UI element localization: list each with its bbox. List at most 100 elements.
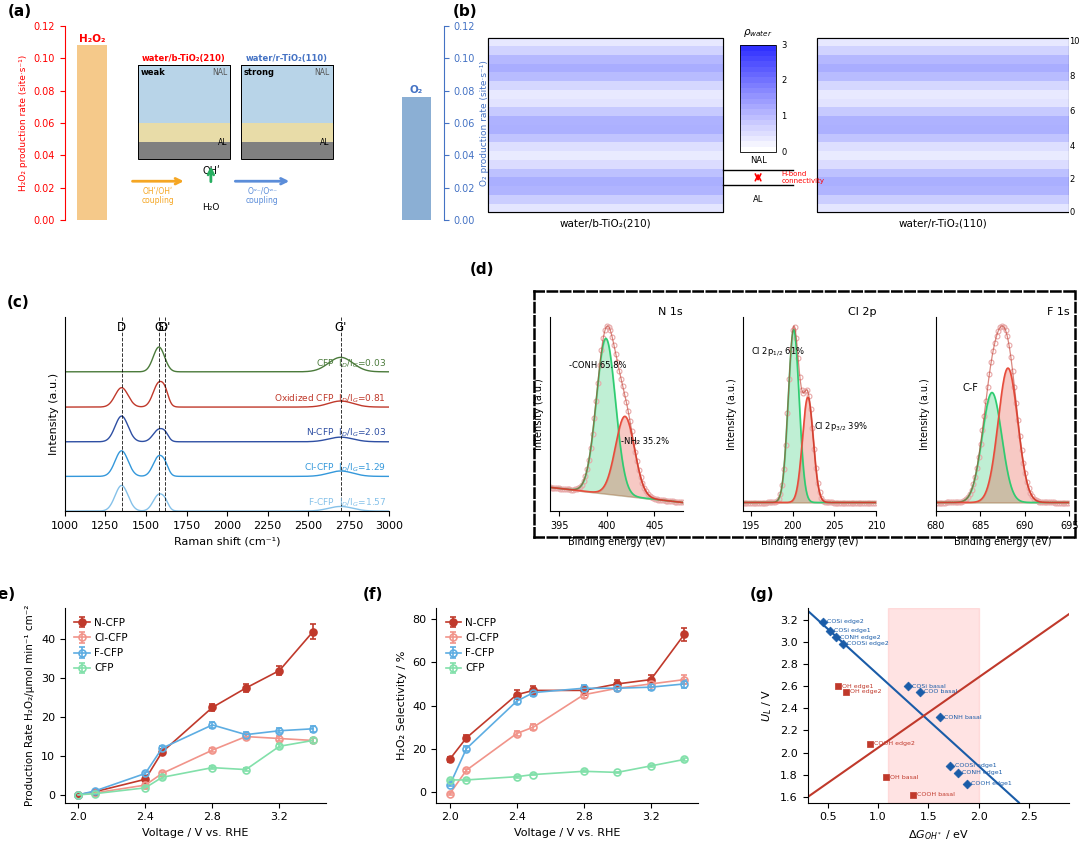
Bar [488,98,723,108]
Text: G: G [154,322,163,335]
Bar [816,178,1069,186]
Bar [741,98,775,104]
Text: 8: 8 [1069,72,1075,81]
Text: water/r-TiO₂(110): water/r-TiO₂(110) [899,218,987,228]
Bar [816,47,1069,55]
Bar [488,125,723,134]
Bar [741,93,775,98]
Text: COSi basal: COSi basal [913,683,946,689]
Text: -CONH 65.8%: -CONH 65.8% [569,361,626,370]
Bar [138,65,230,159]
Text: COOSi edge1: COOSi edge1 [955,764,996,768]
Bar [816,117,1069,125]
Text: D': D' [159,322,172,335]
Text: NAL: NAL [212,67,227,77]
Text: 0: 0 [1069,208,1075,217]
Text: -NH₂ 35.2%: -NH₂ 35.2% [621,437,670,446]
Text: 6: 6 [1069,107,1075,116]
Bar [816,81,1069,90]
Text: OHʹ: OHʹ [202,167,219,176]
Text: 0: 0 [782,148,787,156]
Text: F-CFP  I$_D$/I$_G$=1.57: F-CFP I$_D$/I$_G$=1.57 [308,496,387,508]
Bar [488,178,723,186]
Text: Cl-CFP  I$_D$/I$_G$=1.29: Cl-CFP I$_D$/I$_G$=1.29 [305,462,387,474]
Bar [488,134,723,142]
Bar [741,56,775,61]
Text: N-CFP  I$_D$/I$_G$=2.03: N-CFP I$_D$/I$_G$=2.03 [306,426,387,439]
Text: COSi edge2: COSi edge2 [827,620,864,624]
Bar [488,108,723,117]
Text: G': G' [335,322,347,335]
Y-axis label: Intensity (a.u.): Intensity (a.u.) [50,373,59,456]
Bar [816,108,1069,117]
Y-axis label: Production Rate H₂O₂/μmol min⁻¹ cm⁻²: Production Rate H₂O₂/μmol min⁻¹ cm⁻² [26,605,36,806]
Text: water/b-TiO₂(210): water/b-TiO₂(210) [141,54,226,64]
Bar [488,195,723,204]
Text: (g): (g) [751,587,774,602]
Text: Cl 2p$_{3/2}$ 39%: Cl 2p$_{3/2}$ 39% [813,420,867,433]
Text: (c): (c) [6,295,29,311]
Bar [741,46,775,51]
Point [912,684,929,698]
Bar [488,81,723,90]
Bar [816,134,1069,142]
Bar [488,142,723,151]
Bar [488,37,723,212]
Bar [741,115,775,120]
X-axis label: Voltage / V vs. RHE: Voltage / V vs. RHE [143,828,248,838]
Bar [816,37,1069,212]
Text: OH basal: OH basal [890,775,919,779]
Bar [816,72,1069,81]
Text: C-F: C-F [962,383,978,393]
Y-axis label: Intensity (a.u.): Intensity (a.u.) [727,378,738,450]
Text: CONH edge2: CONH edge2 [840,635,880,639]
Bar [741,51,775,56]
Bar [816,64,1069,72]
Text: (e): (e) [0,587,16,602]
Bar [488,117,723,125]
Text: (b): (b) [453,4,477,19]
Bar [488,37,723,212]
Text: OH edge2: OH edge2 [850,690,881,694]
Text: COOH edge1: COOH edge1 [971,781,1011,786]
Bar [816,168,1069,178]
Bar [488,186,723,195]
Bar [741,104,775,110]
Point [942,759,959,773]
Text: AL: AL [753,195,764,204]
Text: OH edge1: OH edge1 [841,683,874,689]
Text: NAL: NAL [750,155,767,165]
Bar [241,65,333,123]
X-axis label: $\Delta G_{OH^*}$ / eV: $\Delta G_{OH^*}$ / eV [908,828,969,841]
Bar [241,65,333,159]
Bar [402,98,431,220]
Point [829,679,847,693]
Y-axis label: H₂O₂ Selectivity / %: H₂O₂ Selectivity / % [396,651,407,760]
Point [814,614,832,628]
Text: D: D [117,322,126,335]
Bar [741,147,775,152]
Bar [816,98,1069,108]
Text: COO basal: COO basal [924,690,958,694]
Bar [138,123,230,142]
Text: CONH edge1: CONH edge1 [961,770,1002,775]
Text: COOH edge2: COOH edge2 [874,741,915,746]
Bar [816,160,1069,168]
Text: 3: 3 [782,41,787,50]
Text: Cl 2p: Cl 2p [848,307,876,318]
Bar [741,66,775,72]
Text: 2: 2 [1069,175,1075,184]
Text: (a): (a) [8,4,32,19]
X-axis label: Binding energy (eV): Binding energy (eV) [568,537,665,546]
Bar [488,168,723,178]
Text: O₂: O₂ [409,85,423,96]
Text: $\rho_{water}$: $\rho_{water}$ [743,28,773,40]
Bar [741,83,775,88]
Bar [241,142,333,159]
Bar [741,125,775,131]
Bar [488,204,723,212]
Text: CONH basal: CONH basal [944,715,982,720]
Text: weak: weak [140,67,165,77]
Text: N 1s: N 1s [659,307,683,318]
Text: (d): (d) [470,262,495,277]
